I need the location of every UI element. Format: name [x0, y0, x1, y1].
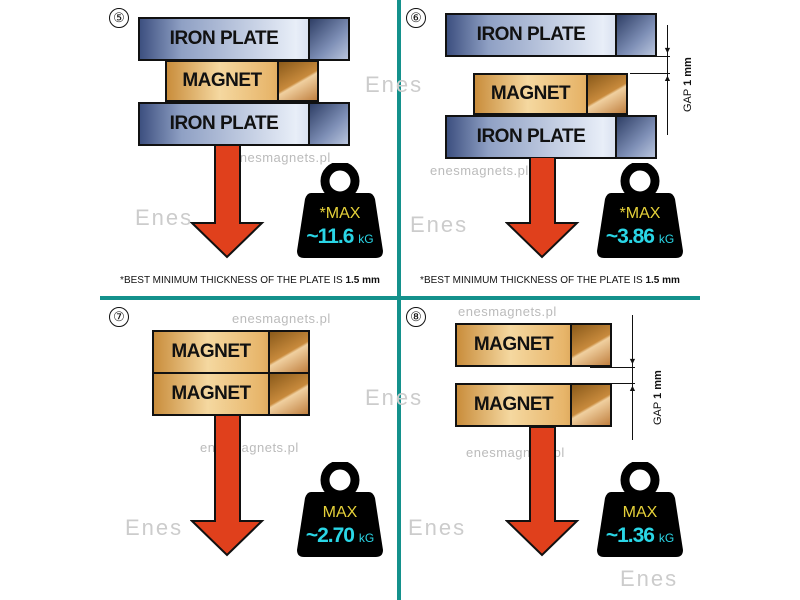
footnote-text: *BEST MINIMUM THICKNESS OF THE PLATE IS	[420, 275, 646, 286]
value: ~11.6	[306, 225, 354, 248]
watermark-logo: Enes	[125, 515, 184, 540]
magnet: MAGNET	[455, 323, 612, 367]
footnote: *BEST MINIMUM THICKNESS OF THE PLATE IS …	[410, 275, 690, 286]
gap-dimension-line	[632, 315, 633, 440]
footnote-value: 1.5 mm	[645, 275, 680, 286]
arrow-up-icon: ▲	[663, 73, 672, 83]
max-label: MAX	[622, 504, 658, 521]
block-label: MAGNET	[182, 70, 262, 91]
watermark-logo: Enes	[410, 212, 469, 237]
weight-icon	[297, 163, 383, 258]
block-label: IRON PLATE	[169, 113, 279, 134]
watermark-logo: Enes	[620, 566, 679, 591]
block-side	[308, 104, 348, 144]
force-arrow-icon	[505, 157, 580, 259]
weight-icon	[297, 462, 383, 557]
iron-plate: IRON PLATE	[138, 102, 350, 146]
block-side	[570, 325, 610, 365]
iron-plate: IRON PLATE	[138, 17, 350, 61]
gap-value: 1 mm	[682, 57, 694, 86]
magnet: MAGNET	[165, 60, 319, 102]
gap-dimension-line	[667, 25, 668, 135]
watermark: enesmagnets.pl	[430, 163, 529, 178]
block-label: IRON PLATE	[476, 24, 586, 45]
block-label: MAGNET	[473, 394, 554, 415]
weight-badge: *MAX ~3.86 kG	[597, 163, 683, 259]
footnote: *BEST MINIMUM THICKNESS OF THE PLATE IS …	[110, 275, 390, 286]
block-side	[308, 19, 348, 59]
gap-line	[590, 367, 635, 368]
footnote-text: *BEST MINIMUM THICKNESS OF THE PLATE IS	[120, 275, 346, 286]
iron-plate: IRON PLATE	[445, 115, 657, 159]
force-value: ~2.70 kG	[297, 524, 383, 548]
value: ~3.86	[605, 225, 655, 248]
block-side	[615, 117, 655, 157]
gap-text: GAP	[652, 401, 664, 425]
weight-icon	[597, 163, 683, 258]
magnet: MAGNET	[473, 73, 628, 115]
block-side	[615, 15, 655, 55]
gap-value: 1 mm	[652, 370, 664, 399]
panel-number: ⑧	[406, 307, 426, 327]
footnote-value: 1.5 mm	[345, 275, 380, 286]
block-side	[570, 385, 610, 425]
magnet: MAGNET	[152, 372, 310, 416]
max-label: MAX	[322, 504, 358, 521]
watermark: enesmagnets.pl	[232, 150, 331, 165]
panel-number: ⑤	[109, 8, 129, 28]
weight-badge: *MAX ~11.6 kG	[297, 163, 383, 259]
unit: kG	[658, 232, 675, 246]
gap-label: GAP 1 mm	[652, 370, 664, 425]
magnet: MAGNET	[152, 330, 310, 374]
weight-icon	[597, 462, 683, 557]
force-value: ~3.86 kG	[597, 225, 683, 249]
force-arrow-icon	[505, 427, 580, 557]
block-label: MAGNET	[490, 83, 571, 104]
unit: kG	[358, 531, 375, 545]
panel-number: ⑥	[406, 8, 426, 28]
max-label: *MAX	[619, 205, 661, 222]
force-arrow-icon	[190, 415, 265, 557]
block-label: IRON PLATE	[476, 126, 586, 147]
weight-badge: MAX ~1.36 kG	[597, 462, 683, 558]
arrow-down-icon: ▼	[663, 45, 672, 55]
weight-badge: MAX ~2.70 kG	[297, 462, 383, 558]
block-label: MAGNET	[171, 383, 251, 404]
block-side	[277, 62, 317, 100]
watermark-logo: Enes	[365, 72, 424, 97]
watermark: enesmagnets.pl	[232, 311, 331, 326]
block-side	[268, 374, 308, 414]
gap-label: GAP 1 mm	[682, 57, 694, 112]
magnet: MAGNET	[455, 383, 612, 427]
arrow-up-icon: ▲	[628, 383, 637, 393]
block-side	[268, 332, 308, 372]
horizontal-divider	[100, 296, 700, 300]
block-label: MAGNET	[473, 334, 554, 355]
vertical-divider	[397, 0, 401, 600]
gap-line	[590, 383, 635, 384]
gap-line	[630, 73, 670, 74]
max-label: *MAX	[319, 205, 361, 222]
arrow-down-icon: ▼	[628, 356, 637, 366]
force-value: ~1.36 kG	[597, 524, 683, 548]
block-label: MAGNET	[171, 341, 251, 362]
panel-number: ⑦	[109, 307, 129, 327]
block-side	[586, 75, 626, 113]
force-value: ~11.6 kG	[297, 225, 383, 249]
gap-line	[630, 56, 670, 57]
block-label: IRON PLATE	[169, 28, 279, 49]
watermark-logo: Enes	[365, 385, 424, 410]
gap-text: GAP	[682, 88, 694, 112]
watermark-logo: Enes	[135, 205, 194, 230]
unit: kG	[358, 232, 374, 246]
unit: kG	[658, 531, 675, 545]
watermark-logo: Enes	[408, 515, 467, 540]
value: ~1.36	[605, 524, 655, 547]
watermark: enesmagnets.pl	[458, 304, 557, 319]
value: ~2.70	[305, 524, 355, 547]
iron-plate: IRON PLATE	[445, 13, 657, 57]
force-arrow-icon	[190, 145, 265, 259]
